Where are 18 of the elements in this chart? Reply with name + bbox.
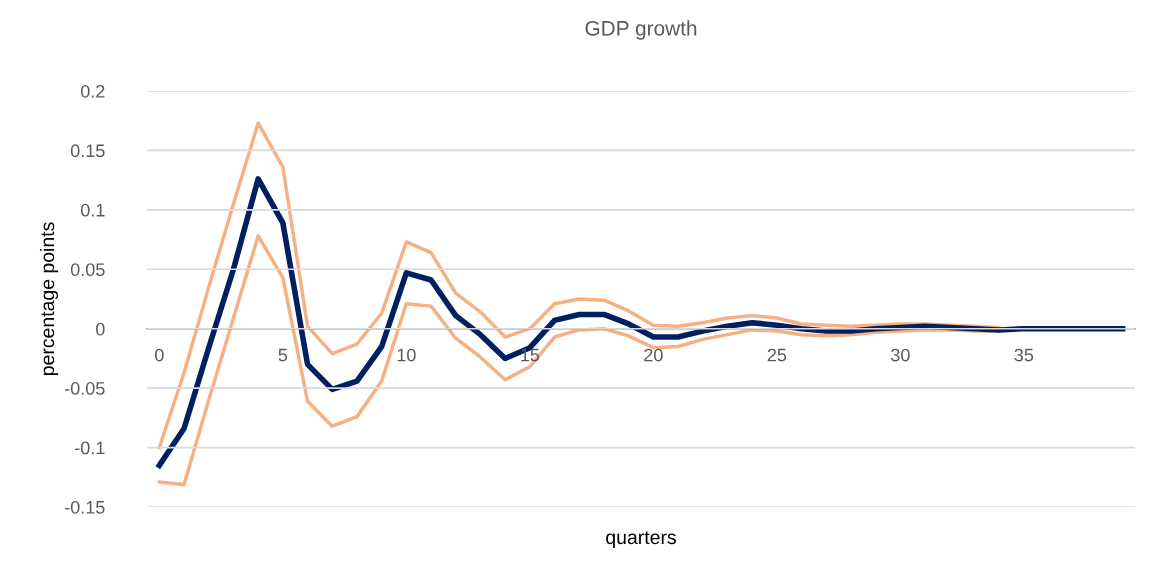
- y-tick-label: -0.05: [64, 382, 105, 395]
- y-tick-label: -0.1: [75, 441, 105, 455]
- x-tick-label: 10: [397, 348, 416, 362]
- x-tick-label: 20: [644, 348, 663, 362]
- x-tick-label: 35: [1014, 348, 1034, 362]
- y-tick-label: 0.05: [70, 263, 105, 277]
- y-tick-label: 0.2: [80, 84, 105, 98]
- y-axis-title: percentage points: [39, 222, 59, 376]
- y-tick-label: 0.1: [80, 203, 105, 217]
- x-tick-label: 5: [278, 348, 288, 362]
- y-tick-label: 0.15: [70, 144, 105, 158]
- y-tick-label: -0.15: [64, 500, 105, 514]
- y-tick-label: 0: [96, 322, 105, 336]
- chart-title: GDP growth: [585, 20, 697, 40]
- x-tick-label: 25: [767, 348, 787, 362]
- x-tick-label: 0: [155, 348, 164, 362]
- x-axis-title: quarters: [606, 531, 676, 549]
- x-tick-label: 30: [891, 348, 910, 362]
